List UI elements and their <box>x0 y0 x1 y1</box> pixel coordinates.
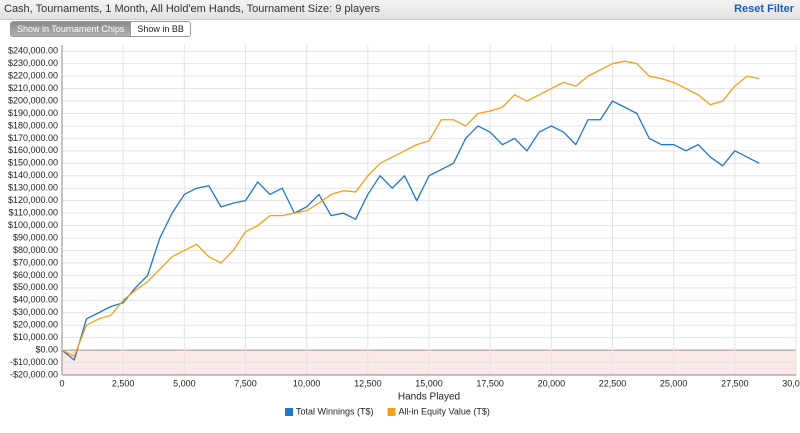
y-tick-label: $130,000.00 <box>8 183 58 193</box>
y-tick-label: $60,000.00 <box>13 270 58 280</box>
toggle-option[interactable]: Show in BB <box>130 22 190 36</box>
x-tick-label: 22,500 <box>599 378 627 388</box>
x-tick-label: 15,000 <box>415 378 443 388</box>
y-tick-label: $80,000.00 <box>13 245 58 255</box>
y-tick-label: $120,000.00 <box>8 195 58 205</box>
y-tick-label: -$10,000.00 <box>10 357 58 367</box>
y-tick-label: $220,000.00 <box>8 71 58 81</box>
y-tick-label: $10,000.00 <box>13 332 58 342</box>
x-tick-label: 17,500 <box>476 378 504 388</box>
legend-label: Total Winnings (T$) <box>296 406 374 416</box>
x-tick-label: 12,500 <box>354 378 382 388</box>
x-tick-label: 0 <box>59 378 64 388</box>
x-tick-label: 2,500 <box>112 378 135 388</box>
y-tick-label: $110,000.00 <box>9 207 58 217</box>
x-tick-label: 7,500 <box>234 378 257 388</box>
y-tick-label: -$20,000.00 <box>10 369 58 379</box>
y-tick-label: $50,000.00 <box>13 282 58 292</box>
x-tick-label: 20,000 <box>538 378 566 388</box>
legend-swatch <box>387 408 396 416</box>
x-tick-label: 5,000 <box>173 378 196 388</box>
y-tick-label: $170,000.00 <box>8 133 58 143</box>
y-tick-label: $0.00 <box>35 344 58 354</box>
x-tick-label: 25,000 <box>660 378 688 388</box>
x-axis-label: Hands Played <box>398 392 460 403</box>
y-tick-label: $200,000.00 <box>8 95 58 105</box>
x-tick-label: 30,000 <box>782 378 800 388</box>
y-tick-label: $180,000.00 <box>8 120 58 130</box>
legend-label: All-in Equity Value (T$) <box>399 406 490 416</box>
y-tick-label: $210,000.00 <box>8 83 58 93</box>
toggle-group: Show in Tournament Chips Show in BB <box>10 21 191 37</box>
y-tick-label: $160,000.00 <box>8 145 58 155</box>
x-tick-label: 10,000 <box>293 378 321 388</box>
legend-item[interactable]: All-in Equity Value (T$) <box>387 406 490 416</box>
filter-bar: Cash, Tournaments, 1 Month, All Hold'em … <box>0 0 800 20</box>
legend-swatch <box>285 408 293 416</box>
reset-filter[interactable]: Reset Filter <box>734 3 794 15</box>
toggle-option[interactable]: Show in Tournament Chips <box>11 22 131 36</box>
y-tick-label: $140,000.00 <box>8 170 58 180</box>
y-tick-label: $230,000.00 <box>8 58 58 68</box>
x-tick-label: 27,500 <box>721 378 749 388</box>
y-tick-label: $150,000.00 <box>8 158 58 168</box>
y-tick-label: $30,000.00 <box>13 307 58 317</box>
y-tick-label: $20,000.00 <box>13 320 58 330</box>
y-tick-label: $100,000.00 <box>8 220 58 230</box>
series-line <box>61 100 760 361</box>
series-line <box>61 60 760 357</box>
y-tick-label: $240,000.00 <box>8 46 58 56</box>
y-tick-label: $190,000.00 <box>8 108 58 118</box>
y-tick-label: $70,000.00 <box>13 257 58 267</box>
filter-text: Cash, Tournaments, 1 Month, All Hold'em … <box>4 3 380 15</box>
y-tick-label: $90,000.00 <box>13 232 58 242</box>
y-tick-label: $40,000.00 <box>13 295 58 305</box>
legend-item[interactable]: Total Winnings (T$) <box>285 406 374 416</box>
